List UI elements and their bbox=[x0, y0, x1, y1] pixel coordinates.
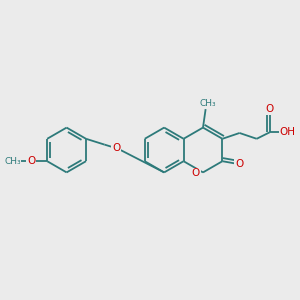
Text: O: O bbox=[235, 159, 243, 169]
Text: O: O bbox=[192, 168, 200, 178]
Text: O: O bbox=[27, 156, 35, 166]
Text: OH: OH bbox=[280, 127, 296, 137]
Text: CH₃: CH₃ bbox=[4, 157, 21, 166]
Text: CH₃: CH₃ bbox=[200, 99, 217, 108]
Text: O: O bbox=[112, 143, 121, 153]
Text: O: O bbox=[266, 104, 274, 114]
